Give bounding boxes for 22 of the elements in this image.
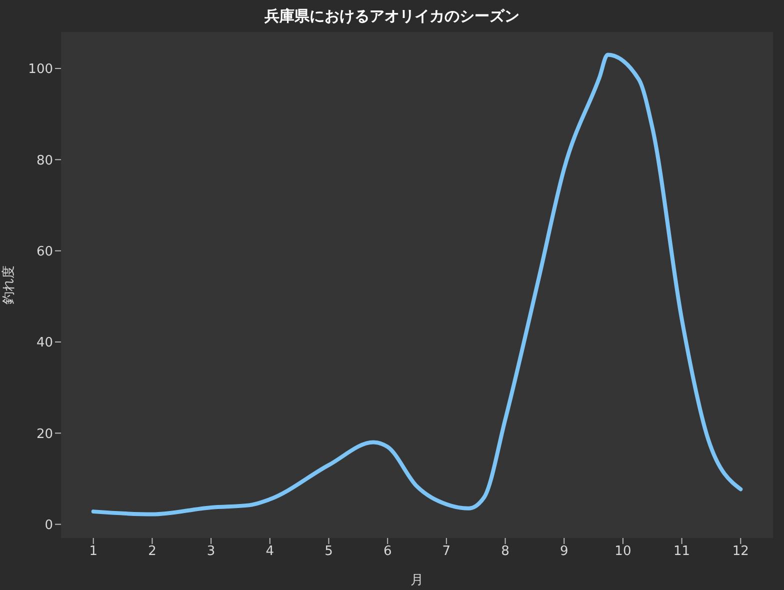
x-tick-label: 11	[674, 544, 690, 560]
x-tick-label: 1	[89, 544, 98, 560]
x-tick-label: 12	[732, 544, 749, 560]
y-tick-label: 40	[36, 336, 53, 351]
y-axis-title: 釣れ度	[0, 266, 17, 304]
x-tick-label: 5	[324, 544, 333, 560]
x-tick-label: 10	[614, 544, 632, 560]
y-tick-label: 0	[44, 518, 53, 533]
x-tick-label: 2	[148, 544, 156, 560]
x-tick-label: 6	[383, 544, 392, 560]
y-tick-label: 100	[28, 62, 53, 78]
y-tick-label: 60	[36, 244, 53, 260]
line-series	[91, 52, 743, 516]
x-tick-label: 7	[442, 544, 451, 560]
y-tick-label: 80	[36, 153, 53, 168]
x-axis-title: 月	[410, 573, 424, 588]
x-tick-label: 9	[560, 544, 568, 560]
x-tick-label: 3	[206, 544, 216, 560]
x-tick-label: 8	[501, 544, 510, 560]
chart-title: 兵庫県におけるアオリイカのシーズン	[264, 7, 520, 26]
y-tick-label: 20	[36, 426, 53, 442]
x-tick-label: 4	[266, 544, 274, 560]
